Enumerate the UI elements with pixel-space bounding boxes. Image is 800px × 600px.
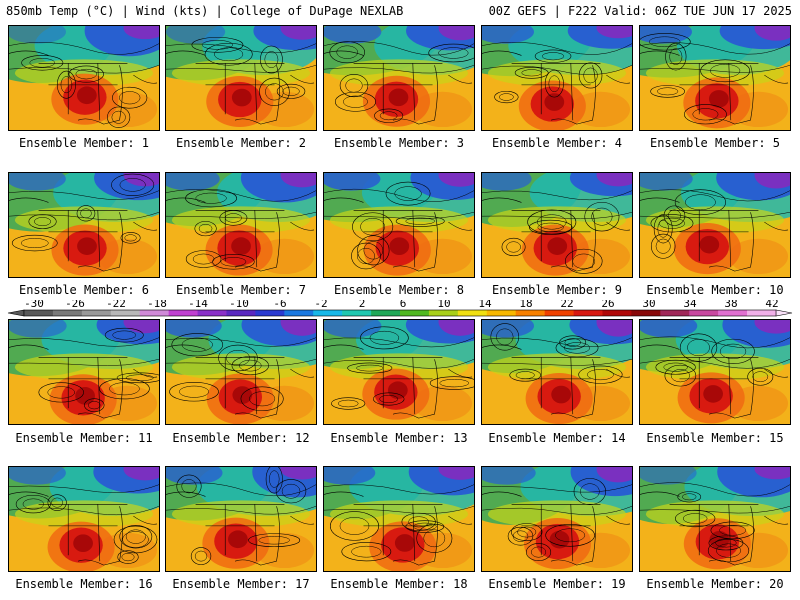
ensemble-map-panel — [8, 466, 160, 572]
ensemble-member-label: Ensemble Member: 4 — [491, 136, 623, 150]
ensemble-member-label: Ensemble Member: 2 — [175, 136, 307, 150]
colorbar-tick-label: -30 — [24, 300, 44, 310]
temperature-map — [166, 320, 316, 424]
colorbar-tick-label: 14 — [478, 300, 492, 310]
ensemble-map-panel — [8, 172, 160, 278]
colorbar-tick-label: 38 — [724, 300, 737, 310]
ensemble-member-label: Ensemble Member: 20 — [646, 577, 784, 591]
temperature-map — [324, 320, 474, 424]
temperature-map — [324, 26, 474, 130]
colorbar-tick-label: -2 — [314, 300, 327, 310]
ensemble-map-panel — [481, 319, 633, 425]
temperature-colorbar: -30 -26 -22 -18 -14 -10 -6 -2 2 6 10 14 18 22 26 30 34 38… — [7, 300, 793, 317]
ensemble-map-panel — [165, 172, 317, 278]
ensemble-member-label: Ensemble Member: 1 — [18, 136, 150, 150]
colorbar-tick-label: -6 — [273, 300, 286, 310]
temperature-map — [9, 467, 159, 571]
ensemble-member-label: Ensemble Member: 15 — [646, 431, 784, 445]
temperature-map — [9, 173, 159, 277]
colorbar-tick-label: 10 — [437, 300, 450, 310]
ensemble-member-label: Ensemble Member: 17 — [172, 577, 310, 591]
temperature-map — [482, 173, 632, 277]
colorbar-tick-label: -22 — [106, 300, 126, 310]
temperature-map — [640, 26, 790, 130]
ensemble-map-panel — [165, 319, 317, 425]
ensemble-map-panel — [165, 25, 317, 131]
ensemble-map-panel — [8, 319, 160, 425]
temperature-map — [640, 320, 790, 424]
temperature-map — [166, 467, 316, 571]
temperature-map — [640, 467, 790, 571]
temperature-map — [9, 320, 159, 424]
colorbar-tick-label: 30 — [642, 300, 655, 310]
ensemble-map-panel — [8, 25, 160, 131]
colorbar-tick-label: -26 — [65, 300, 85, 310]
ensemble-member-label: Ensemble Member: 12 — [172, 431, 310, 445]
colorbar-tick-label: 34 — [683, 300, 697, 310]
temperature-map — [324, 467, 474, 571]
ensemble-map-panel — [481, 466, 633, 572]
ensemble-member-label: Ensemble Member: 8 — [333, 283, 465, 297]
ensemble-map-panel — [323, 25, 475, 131]
run-info: 00Z GEFS | F222 Valid: 06Z TUE JUN 17 20… — [488, 4, 792, 18]
chart-title: 850mb Temp (°C) | Wind (kts) | College o… — [6, 4, 404, 18]
ensemble-member-label: Ensemble Member: 7 — [175, 283, 307, 297]
colorbar-tick-label: -14 — [188, 300, 208, 310]
colorbar-tick-label: 6 — [400, 300, 407, 310]
temperature-map — [166, 26, 316, 130]
ensemble-map-panel — [639, 319, 791, 425]
ensemble-map-panel — [323, 172, 475, 278]
colorbar-tick-label: 22 — [560, 300, 573, 310]
ensemble-map-panel — [481, 172, 633, 278]
colorbar-tick-label: -18 — [147, 300, 167, 310]
ensemble-member-label: Ensemble Member: 10 — [646, 283, 784, 297]
ensemble-map-panel — [639, 466, 791, 572]
ensemble-member-label: Ensemble Member: 18 — [330, 577, 468, 591]
temperature-map — [482, 26, 632, 130]
colorbar-tick-label: 18 — [519, 300, 532, 310]
temperature-map — [166, 173, 316, 277]
ensemble-map-panel — [323, 319, 475, 425]
ensemble-map-panel — [639, 172, 791, 278]
ensemble-member-label: Ensemble Member: 11 — [15, 431, 153, 445]
ensemble-member-label: Ensemble Member: 14 — [488, 431, 626, 445]
ensemble-map-panel — [481, 25, 633, 131]
colorbar-tick-label: 26 — [601, 300, 614, 310]
ensemble-member-label: Ensemble Member: 19 — [488, 577, 626, 591]
ensemble-map-panel — [639, 25, 791, 131]
temperature-map — [482, 320, 632, 424]
ensemble-map-panel — [165, 466, 317, 572]
temperature-map — [482, 467, 632, 571]
temperature-map — [640, 173, 790, 277]
ensemble-member-label: Ensemble Member: 6 — [18, 283, 150, 297]
ensemble-member-label: Ensemble Member: 3 — [333, 136, 465, 150]
colorbar-tick-label: 42 — [765, 300, 778, 310]
ensemble-member-label: Ensemble Member: 16 — [15, 577, 153, 591]
ensemble-member-label: Ensemble Member: 9 — [491, 283, 623, 297]
temperature-map — [324, 173, 474, 277]
colorbar-tick-label: 2 — [359, 300, 366, 310]
temperature-map — [9, 26, 159, 130]
ensemble-map-panel — [323, 466, 475, 572]
ensemble-member-label: Ensemble Member: 13 — [330, 431, 468, 445]
colorbar-tick-label: -10 — [229, 300, 249, 310]
ensemble-member-label: Ensemble Member: 5 — [649, 136, 781, 150]
